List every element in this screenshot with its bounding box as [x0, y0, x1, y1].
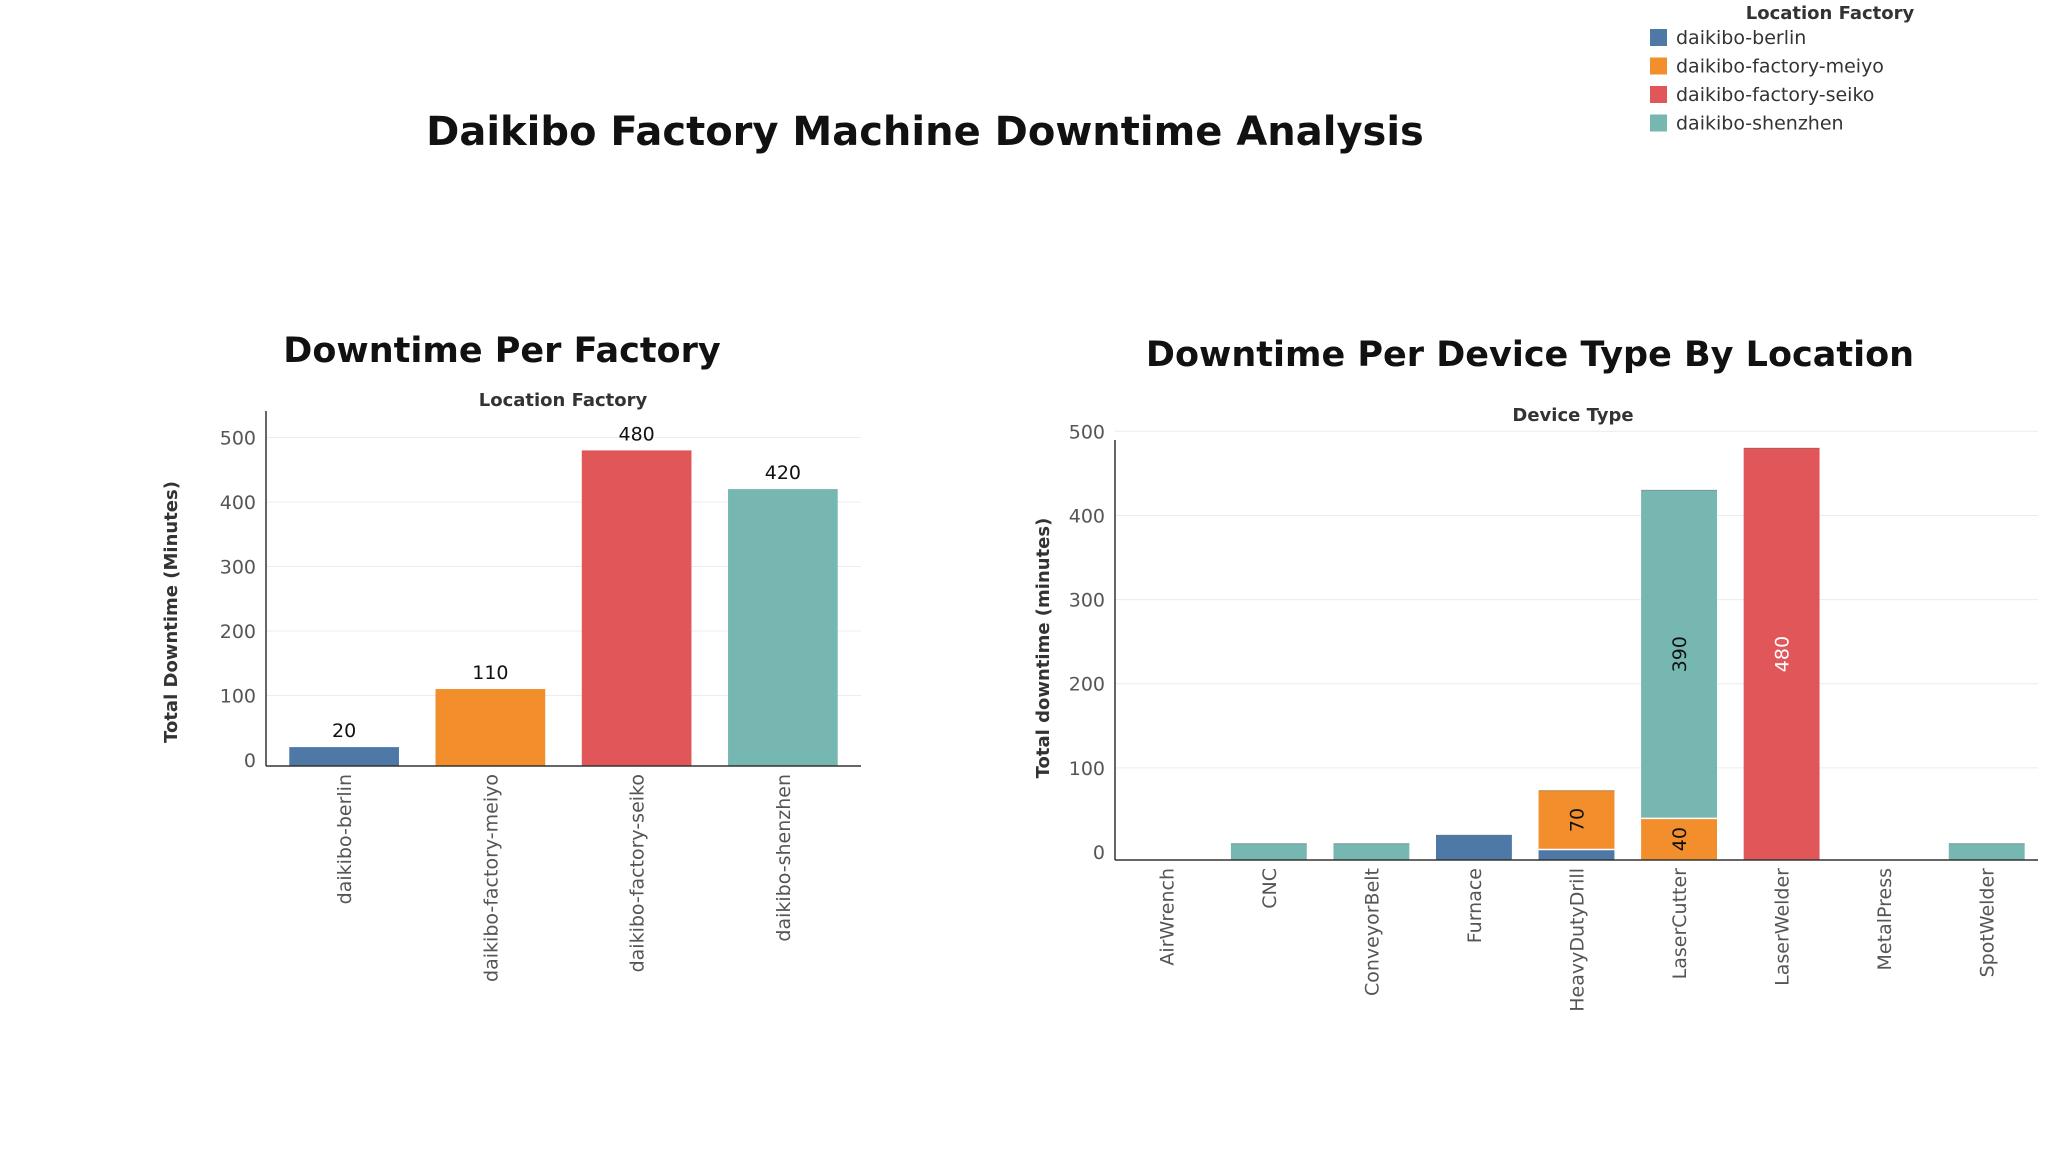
y-axis-ticks: 0 100 200 300 400 500	[1069, 421, 1105, 864]
segment-label-heavydutydrill-daikibo-factory-meiyo: 70	[1567, 808, 1589, 832]
bars	[289, 450, 838, 766]
downtime-per-device-type-chart: Downtime Per Device Type By Location Dev…	[1033, 335, 2038, 1012]
bar-segment-heavydutydrill-daikibo-berlin	[1538, 849, 1615, 860]
y-tick-300: 300	[220, 557, 256, 579]
y-tick-400: 400	[1069, 505, 1105, 527]
legend-title: Location Factory	[1746, 3, 1915, 24]
data-label-daikibo-factory-seiko: 480	[618, 423, 654, 445]
y-axis-title: Total downtime (minutes)	[1033, 518, 1054, 779]
bar-segment-heavydutydrill-daikibo-factory-meiyo	[1538, 790, 1615, 850]
column-header-label: Device Type	[1512, 405, 1633, 426]
bar-daikibo-factory-meiyo	[435, 689, 546, 766]
x-category-daikibo-berlin: daikibo-berlin	[334, 774, 356, 904]
data-labels: 20 110 480 420	[332, 423, 801, 742]
x-axis-categories: AirWrench CNC ConveyorBelt Furnace HeavyDuty…	[1156, 868, 1998, 1012]
stacked-bars	[1230, 447, 2025, 860]
x-category-spotwelder: SpotWelder	[1977, 868, 1999, 978]
data-label-daikibo-berlin: 20	[332, 720, 356, 742]
y-tick-200: 200	[220, 621, 256, 643]
x-category-lasercutter: LaserCutter	[1669, 868, 1691, 980]
legend-swatch-daikibo-factory-meiyo	[1650, 57, 1667, 75]
bar-daikibo-shenzhen	[728, 489, 838, 766]
bar-segment-lasercutter-daikibo-factory-meiyo	[1641, 818, 1718, 860]
x-category-conveyorbelt: ConveyorBelt	[1361, 868, 1383, 996]
y-tick-200: 200	[1069, 674, 1105, 696]
bar-segment-laserwelder-daikibo-factory-seiko	[1743, 448, 1820, 860]
y-axis-title: Total Downtime (Minutes)	[161, 481, 182, 743]
legend-item-daikibo-shenzhen: daikibo-shenzhen	[1676, 113, 1844, 135]
chart-title: Downtime Per Device Type By Location	[1146, 335, 1914, 375]
bar-segment-conveyorbelt-daikibo-shenzhen	[1333, 843, 1410, 860]
segment-label-lasercutter-daikibo-shenzhen: 390	[1669, 636, 1691, 672]
y-tick-0: 0	[1093, 842, 1105, 864]
y-axis-ticks: 0 100 200 300 400 500	[220, 428, 256, 773]
y-tick-0: 0	[244, 750, 256, 772]
data-label-daikibo-shenzhen: 420	[765, 462, 801, 484]
legend-item-daikibo-factory-seiko: daikibo-factory-seiko	[1676, 84, 1874, 106]
bar-segment-cnc-daikibo-shenzhen	[1230, 843, 1307, 860]
x-category-daikibo-factory-meiyo: daikibo-factory-meiyo	[480, 774, 502, 982]
dashboard-title: Daikibo Factory Machine Downtime Analysi…	[426, 109, 1424, 155]
x-category-metalpress: MetalPress	[1874, 868, 1896, 970]
x-category-daikibo-factory-seiko: daikibo-factory-seiko	[627, 774, 649, 972]
y-tick-500: 500	[1069, 421, 1105, 443]
downtime-per-factory-chart: Downtime Per Factory Location Factory To…	[161, 331, 861, 982]
bar-segment-furnace-daikibo-berlin	[1435, 835, 1512, 860]
x-category-heavydutydrill: HeavyDutyDrill	[1567, 868, 1589, 1012]
x-category-daikibo-shenzhen: daikibo-shenzhen	[773, 774, 795, 942]
data-label-daikibo-factory-meiyo: 110	[472, 662, 508, 684]
x-category-cnc: CNC	[1259, 868, 1281, 909]
legend-swatch-daikibo-shenzhen	[1650, 114, 1667, 132]
gridlines	[1115, 430, 2038, 769]
y-tick-100: 100	[220, 686, 256, 708]
y-tick-500: 500	[220, 428, 256, 450]
legend: Location Factory daikibo-berlin daikibo-f…	[1650, 3, 1915, 135]
segment-label-laserwelder-daikibo-factory-seiko: 480	[1772, 636, 1794, 672]
bar-daikibo-berlin	[289, 747, 399, 766]
x-category-laserwelder: LaserWelder	[1772, 868, 1794, 986]
y-tick-400: 400	[220, 492, 256, 514]
chart-title: Downtime Per Factory	[283, 331, 721, 371]
x-axis-categories: daikibo-berlin daikibo-factory-meiyo daiki…	[334, 774, 795, 982]
legend-item-daikibo-berlin: daikibo-berlin	[1676, 27, 1806, 49]
y-tick-300: 300	[1069, 590, 1105, 612]
column-header-label: Location Factory	[479, 390, 648, 411]
bar-segment-lasercutter-daikibo-shenzhen	[1641, 490, 1718, 819]
bar-segment-spotwelder-daikibo-shenzhen	[1948, 843, 2025, 860]
legend-item-daikibo-factory-meiyo: daikibo-factory-meiyo	[1676, 56, 1884, 78]
legend-swatch-daikibo-factory-seiko	[1650, 86, 1667, 103]
x-category-airwrench: AirWrench	[1156, 868, 1178, 966]
segment-labels: 70 40 390 480	[1567, 636, 1794, 851]
y-tick-100: 100	[1069, 758, 1105, 780]
bar-daikibo-factory-seiko	[581, 450, 692, 766]
legend-swatch-daikibo-berlin	[1650, 29, 1667, 46]
segment-label-lasercutter-daikibo-factory-meiyo: 40	[1669, 827, 1691, 851]
x-category-furnace: Furnace	[1464, 868, 1486, 943]
